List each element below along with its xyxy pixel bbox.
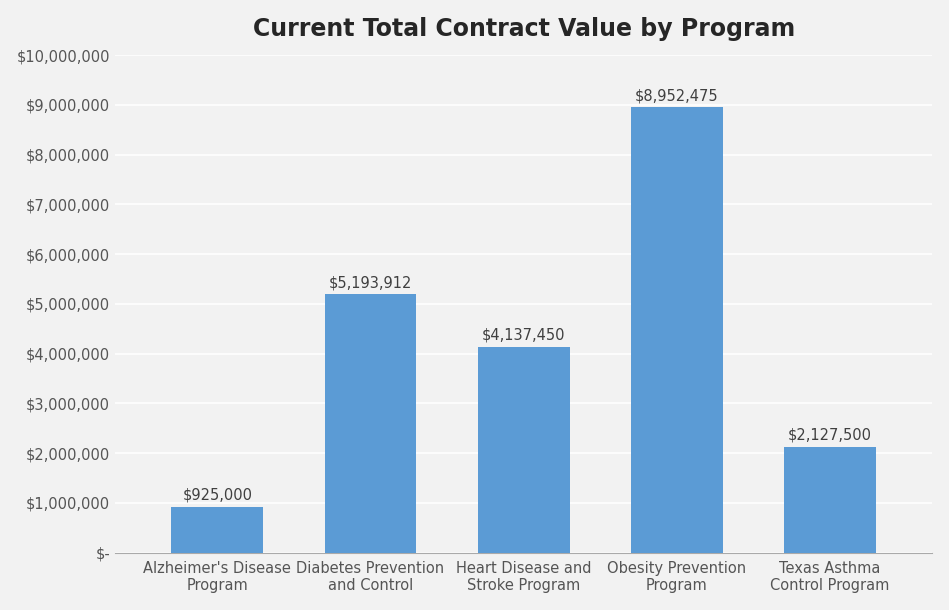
Bar: [325, 294, 417, 553]
Title: Current Total Contract Value by Program: Current Total Contract Value by Program: [252, 16, 795, 41]
Text: $2,127,500: $2,127,500: [788, 428, 872, 443]
Bar: [631, 107, 723, 553]
Bar: [477, 346, 569, 553]
Text: $925,000: $925,000: [182, 487, 252, 503]
Text: $4,137,450: $4,137,450: [482, 328, 566, 343]
Bar: [172, 506, 263, 553]
Bar: [784, 447, 876, 553]
Text: $5,193,912: $5,193,912: [328, 275, 412, 290]
Text: $8,952,475: $8,952,475: [635, 88, 718, 103]
